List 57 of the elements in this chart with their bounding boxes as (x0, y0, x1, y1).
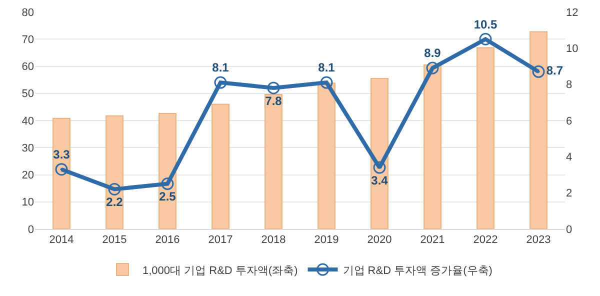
point (108, 182, 121, 196)
x-tick-label: 2020 (367, 234, 392, 246)
x-tick-label: 2017 (208, 234, 233, 246)
legend-label: 1,000대 기업 R&D 투자액(좌축) (142, 264, 298, 277)
bar (106, 115, 124, 229)
x-tick-label: 2018 (261, 234, 286, 246)
point (214, 76, 227, 89)
y-tick-label: 0 (28, 224, 34, 236)
y2-tick-label: 0 (566, 224, 572, 236)
point (161, 178, 174, 190)
data-label: 7.8 (265, 94, 282, 108)
y2-tick-label: 10 (566, 43, 578, 56)
x-tick-label: 2023 (526, 234, 551, 246)
data-label: 2.5 (159, 190, 176, 204)
x-tick-label: 2014 (49, 234, 74, 246)
point (532, 65, 545, 78)
y2-tick-label: 2 (566, 188, 572, 200)
y-tick-label: 60 (22, 61, 34, 74)
data-label: 8.1 (212, 60, 230, 75)
data-label: 3.3 (53, 147, 70, 162)
y-tick-label: 50 (22, 88, 34, 100)
y2-tick-label: 8 (566, 79, 572, 92)
y-tick-label: 40 (22, 115, 34, 128)
point (373, 161, 386, 174)
x-tick-label: 2021 (420, 234, 445, 246)
x-tick-label: 2016 (155, 234, 180, 246)
bar (318, 82, 336, 229)
point (479, 32, 492, 46)
bar (530, 31, 548, 229)
data-label: 10.5 (474, 17, 498, 32)
data-label: 8.1 (318, 60, 336, 75)
data-label: 8.9 (424, 46, 442, 60)
point (426, 62, 439, 74)
bar (264, 94, 282, 229)
point (320, 76, 333, 89)
y-tick-label: 30 (22, 142, 34, 154)
x-tick-label: 2019 (314, 234, 339, 246)
bar (52, 118, 70, 229)
bar (370, 78, 388, 229)
legend-label: 기업 R&D 투자액 증가율(우축) (342, 264, 492, 277)
data-label: 2.2 (106, 195, 124, 210)
point (267, 82, 280, 94)
y-tick-label: 80 (22, 6, 34, 19)
bar (424, 64, 442, 229)
y2-tick-label: 6 (566, 115, 572, 128)
y-tick-label: 70 (22, 34, 34, 46)
bar (476, 47, 494, 229)
x-tick-label: 2022 (473, 234, 498, 246)
point (55, 163, 68, 176)
y-tick-label: 10 (22, 196, 34, 209)
x-tick-label: 2015 (102, 234, 127, 246)
y-tick-label: 20 (22, 170, 34, 182)
bar (212, 104, 230, 229)
y2-tick-label: 4 (566, 152, 572, 164)
bar (158, 112, 176, 229)
data-label: 3.4 (371, 173, 388, 188)
y2-tick-label: 12 (566, 6, 578, 19)
